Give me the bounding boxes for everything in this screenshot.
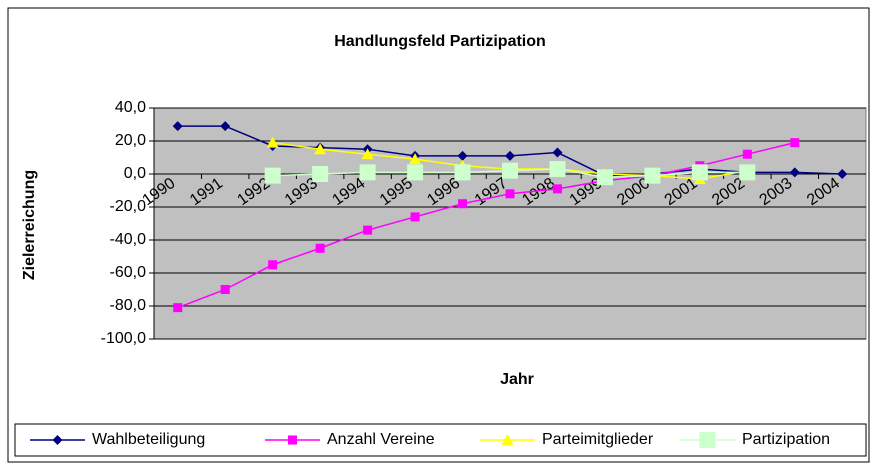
marker: [268, 260, 278, 270]
y-axis-label: Zielerreichung: [21, 170, 38, 280]
marker: [457, 150, 468, 161]
marker: [454, 164, 471, 181]
marker: [410, 212, 420, 222]
marker: [552, 147, 563, 158]
marker: [458, 199, 468, 209]
marker: [363, 225, 373, 235]
marker: [407, 164, 424, 181]
y-tick-label: 20,0: [115, 132, 146, 149]
legend-label: Parteimitglieder: [542, 431, 654, 448]
y-tick-label: -100,0: [101, 330, 146, 347]
legend-marker: [288, 435, 297, 445]
marker: [312, 166, 329, 182]
marker: [790, 138, 800, 148]
marker: [266, 136, 279, 148]
y-tick-label: -80,0: [110, 297, 147, 314]
marker: [409, 153, 422, 165]
marker: [789, 167, 800, 178]
marker: [220, 121, 231, 132]
y-tick-label: -60,0: [110, 264, 147, 281]
marker: [505, 189, 515, 199]
marker: [549, 161, 566, 178]
y-tick-label: 40,0: [115, 99, 146, 116]
marker: [173, 303, 183, 313]
marker: [361, 148, 374, 160]
plot-area: [153, 107, 867, 340]
y-tick-label: -20,0: [110, 198, 147, 215]
marker: [505, 150, 515, 161]
x-axis-label: Jahr: [500, 371, 534, 388]
marker: [315, 243, 325, 253]
legend-marker: [501, 434, 514, 445]
y-tick-label: -40,0: [110, 231, 147, 248]
legend-label: Anzahl Vereine: [327, 431, 435, 448]
marker: [359, 164, 376, 181]
chart-title: Handlungsfeld Partizipation: [334, 33, 546, 50]
marker: [691, 164, 708, 181]
legend-marker: [52, 435, 63, 445]
y-tick-label: 0,0: [124, 165, 146, 182]
legend-label: Partizipation: [742, 431, 830, 448]
marker: [739, 164, 756, 181]
legend-label: Wahlbeteiligung: [92, 431, 205, 448]
marker: [172, 121, 183, 132]
legend-marker: [699, 432, 716, 448]
marker: [837, 169, 848, 179]
marker: [220, 285, 230, 294]
marker: [502, 162, 518, 179]
marker: [644, 167, 661, 184]
marker: [552, 184, 562, 194]
marker: [596, 169, 613, 186]
marker: [742, 149, 752, 159]
marker: [264, 167, 281, 184]
marker: [314, 143, 327, 155]
